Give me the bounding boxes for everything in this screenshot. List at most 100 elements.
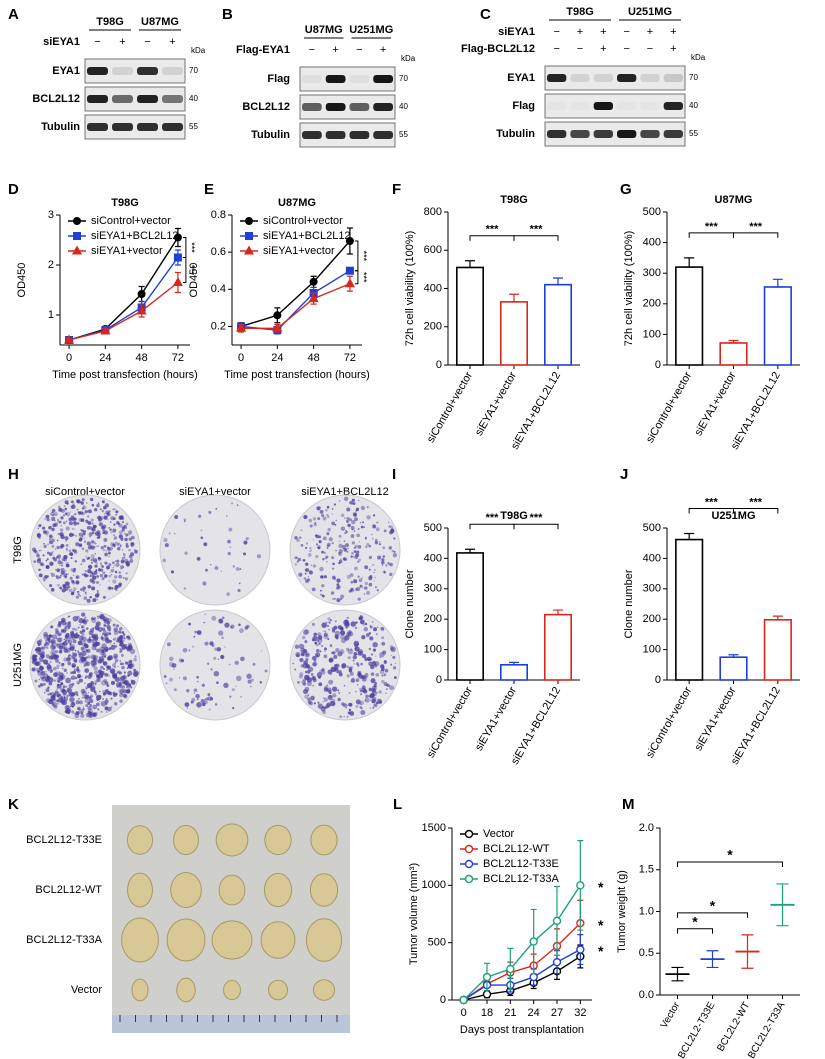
colony: [115, 510, 119, 514]
colony: [74, 628, 78, 632]
colony: [365, 545, 368, 549]
colony: [366, 676, 368, 678]
significance-bracket: [354, 240, 359, 272]
colony: [326, 505, 330, 509]
colony: [105, 510, 110, 515]
colony: [373, 627, 378, 632]
colony: [315, 543, 319, 546]
colony: [36, 533, 41, 538]
colony: [197, 698, 199, 701]
colony: [104, 689, 109, 695]
colony: [127, 563, 130, 566]
colony: [133, 668, 137, 672]
colony: [334, 620, 337, 623]
colony: [105, 702, 108, 705]
colony: [337, 689, 340, 692]
colony: [128, 548, 131, 552]
colony: [73, 587, 77, 591]
colony: [116, 543, 120, 547]
colony: [235, 685, 237, 687]
colony: [329, 619, 332, 622]
tumor: [126, 825, 154, 855]
colony: [60, 561, 64, 565]
colony: [314, 641, 318, 645]
colony: [84, 591, 87, 594]
point: [552, 957, 562, 967]
condition-sign: +: [670, 26, 676, 38]
colony: [100, 546, 104, 550]
colony: [319, 566, 324, 572]
panel-letter: D: [8, 181, 19, 198]
colony: [104, 681, 109, 685]
colony: [66, 502, 69, 505]
colony: [307, 553, 312, 557]
colony: [60, 570, 65, 575]
colony: [304, 629, 310, 635]
colony: [324, 650, 326, 652]
error-bar: [772, 278, 783, 288]
colony: [98, 690, 101, 693]
significance-bracket: [513, 235, 559, 241]
colony: [355, 690, 357, 693]
colony: [73, 567, 76, 571]
condition-label: Flag-BCL2L12: [461, 43, 535, 55]
colony: [354, 646, 360, 652]
cell-line-label: T98G: [566, 6, 594, 18]
colony: [68, 521, 73, 526]
tumor: [127, 872, 153, 908]
colony: [57, 637, 63, 643]
colony: [70, 702, 76, 708]
colony: [94, 542, 97, 545]
colony: [356, 662, 360, 666]
colony: [338, 534, 342, 538]
series-line: [241, 283, 351, 329]
colony: [310, 695, 315, 701]
colony: [112, 663, 117, 668]
colony: [86, 526, 91, 530]
colony: [378, 543, 381, 546]
colony: [107, 626, 112, 631]
colony: [108, 586, 112, 590]
colony: [56, 637, 62, 643]
kda-value: 70: [189, 66, 198, 75]
colony: [91, 712, 97, 717]
colony: [114, 570, 118, 574]
colony: [106, 665, 112, 670]
colony: [88, 630, 94, 636]
colony: [320, 593, 323, 596]
colony: [326, 547, 329, 549]
colony: [346, 507, 351, 512]
colony: [247, 679, 252, 684]
colony: [91, 522, 94, 525]
colony: [196, 630, 202, 635]
error-bar: [465, 548, 475, 554]
point: [344, 278, 355, 288]
band: [593, 130, 613, 138]
colony: [381, 561, 384, 564]
colony: [240, 696, 242, 698]
colony: [224, 622, 230, 628]
significance-bracket: [182, 237, 187, 258]
colony: [376, 589, 379, 592]
colony: [327, 515, 330, 519]
colony: [92, 540, 95, 543]
colony: [356, 699, 362, 705]
colony: [390, 528, 395, 532]
colony: [113, 538, 115, 540]
colony: [319, 669, 323, 673]
colony: [94, 531, 100, 536]
colony: [78, 708, 84, 715]
point: [576, 945, 585, 954]
colony: [55, 569, 57, 571]
colony: [49, 641, 51, 643]
colony: [64, 507, 68, 511]
colony: [50, 588, 55, 592]
bar: [763, 619, 792, 681]
colony: [359, 584, 363, 588]
colony: [52, 694, 55, 698]
colony: [36, 558, 42, 564]
colony: [200, 529, 203, 532]
colony: [113, 523, 116, 526]
x-tick-label: siEYA1+vector: [692, 370, 738, 438]
colony: [39, 562, 44, 566]
